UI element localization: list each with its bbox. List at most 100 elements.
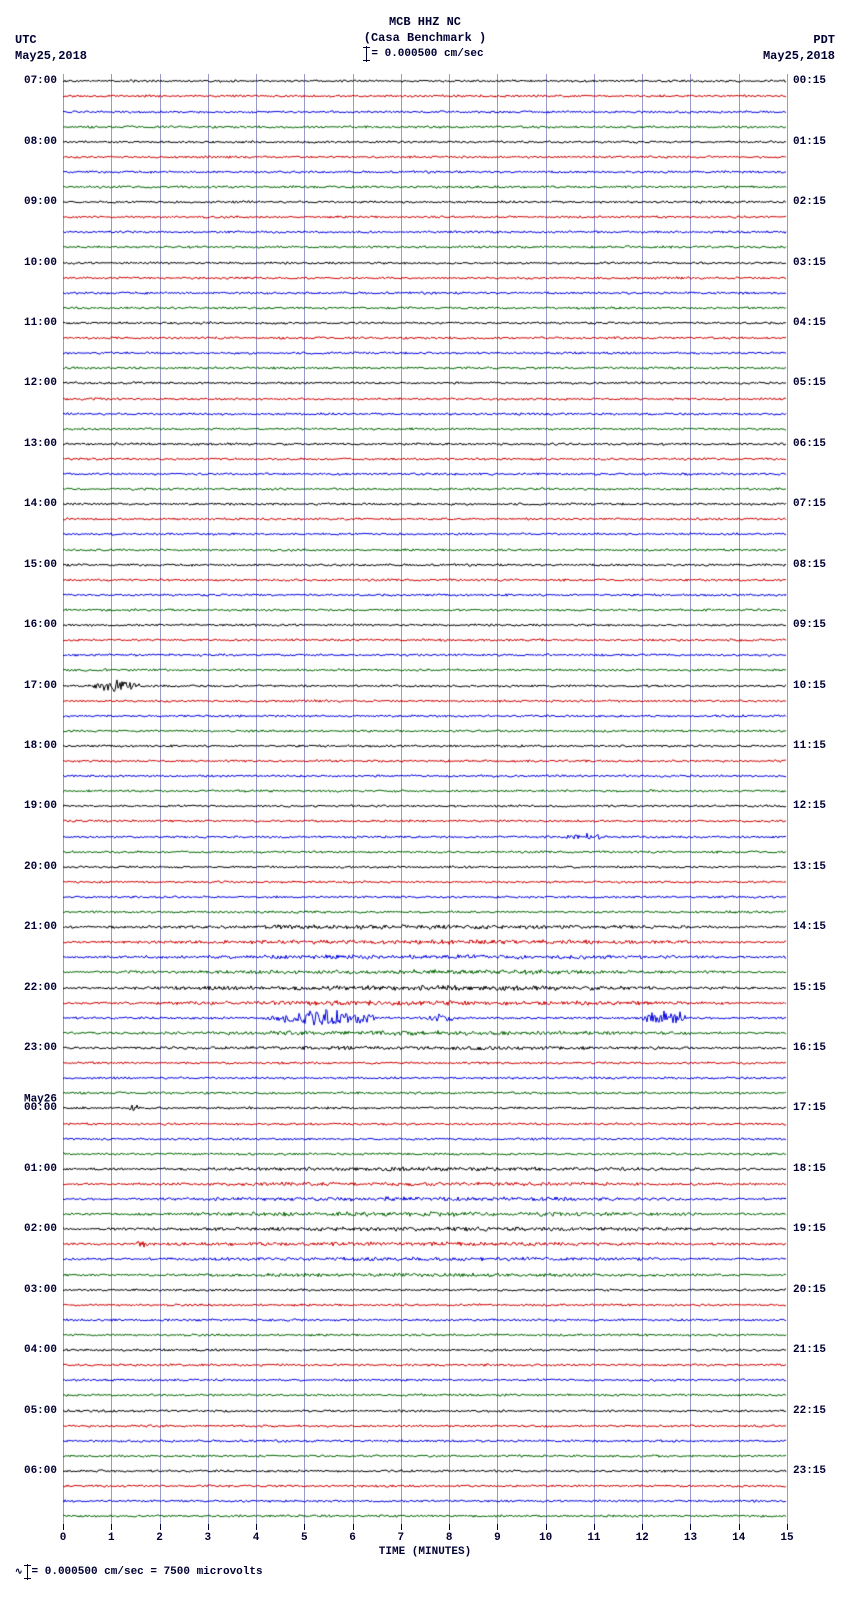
utc-hour-label: 06:00 (24, 1465, 57, 1477)
trace-row (63, 247, 787, 248)
trace-row (63, 1516, 787, 1517)
pdt-hour-label: 09:15 (793, 619, 826, 631)
trace-row: 07:0000:15 (63, 81, 787, 82)
trace-row (63, 414, 787, 415)
trace-row (63, 1365, 787, 1366)
pdt-hour-label: 04:15 (793, 317, 826, 329)
trace-row (63, 640, 787, 641)
pdt-hour-label: 02:15 (793, 196, 826, 208)
utc-hour-label: 04:00 (24, 1344, 57, 1356)
trace-row (63, 791, 787, 792)
trace-row (63, 1093, 787, 1094)
trace-row (63, 172, 787, 173)
location-subtitle: (Casa Benchmark ) (15, 31, 835, 47)
utc-hour-label: 21:00 (24, 921, 57, 933)
trace-row (63, 1184, 787, 1185)
trace-row (63, 550, 787, 551)
x-tick (256, 1524, 257, 1530)
x-tick (787, 1524, 788, 1530)
pdt-hour-label: 23:15 (793, 1465, 826, 1477)
trace-row (63, 459, 787, 460)
trace-row (63, 278, 787, 279)
date-left-label: May25,2018 (15, 49, 87, 65)
trace-row (63, 308, 787, 309)
pdt-hour-label: 11:15 (793, 740, 826, 752)
utc-hour-label: 13:00 (24, 438, 57, 450)
trace-row (63, 1456, 787, 1457)
pdt-hour-label: 19:15 (793, 1223, 826, 1235)
utc-hour-label: 19:00 (24, 800, 57, 812)
x-tick (401, 1524, 402, 1530)
tz-right-label: PDT (763, 33, 835, 49)
station-title: MCB HHZ NC (15, 15, 835, 31)
x-tick (690, 1524, 691, 1530)
trace-row (63, 821, 787, 822)
trace-row (63, 1501, 787, 1502)
trace-row (63, 1139, 787, 1140)
pdt-hour-label: 10:15 (793, 680, 826, 692)
date-right-label: May25,2018 (763, 49, 835, 65)
trace-row: 02:0019:15 (63, 1229, 787, 1230)
trace-row (63, 1003, 787, 1004)
utc-hour-label: 05:00 (24, 1405, 57, 1417)
trace-row (63, 1124, 787, 1125)
x-tick-label: 15 (780, 1532, 793, 1544)
trace-row (63, 701, 787, 702)
x-tick-label: 4 (253, 1532, 260, 1544)
trace-row: 01:0018:15 (63, 1169, 787, 1170)
trace-row: 23:0016:15 (63, 1048, 787, 1049)
trace-row (63, 1033, 787, 1034)
scale-indicator: = 0.000500 cm/sec (366, 46, 483, 62)
x-tick-label: 14 (732, 1532, 745, 1544)
trace-row (63, 353, 787, 354)
trace-row (63, 882, 787, 883)
trace-row: 17:0010:15 (63, 686, 787, 687)
trace-row: 15:0008:15 (63, 565, 787, 566)
trace-row (63, 761, 787, 762)
trace-row: 09:0002:15 (63, 202, 787, 203)
trace-row (63, 1441, 787, 1442)
x-tick-label: 5 (301, 1532, 308, 1544)
trace-row (63, 1199, 787, 1200)
utc-hour-label: 18:00 (24, 740, 57, 752)
x-tick (304, 1524, 305, 1530)
trace-row (63, 912, 787, 913)
x-tick-label: 13 (684, 1532, 697, 1544)
x-tick-label: 6 (349, 1532, 356, 1544)
trace-row: 18:0011:15 (63, 746, 787, 747)
tz-left-label: UTC (15, 33, 87, 49)
trace-row: 20:0013:15 (63, 867, 787, 868)
pdt-hour-label: 17:15 (793, 1102, 826, 1114)
chart-footer: ∿ = 0.000500 cm/sec = 7500 microvolts (15, 1564, 835, 1580)
trace-row (63, 776, 787, 777)
pdt-hour-label: 18:15 (793, 1163, 826, 1175)
trace-row: 11:0004:15 (63, 323, 787, 324)
trace-row (63, 852, 787, 853)
footer-text: = 0.000500 cm/sec = 7500 microvolts (32, 1566, 263, 1578)
trace-row (63, 1380, 787, 1381)
plot-area: 07:0000:1508:0001:1509:0002:1510:0003:15… (15, 74, 835, 1554)
x-tick (546, 1524, 547, 1530)
trace-row (63, 837, 787, 838)
day-break-label: May26 (24, 1094, 57, 1106)
pdt-hour-label: 20:15 (793, 1284, 826, 1296)
header-left-block: UTC May25,2018 (15, 33, 87, 64)
pdt-hour-label: 05:15 (793, 377, 826, 389)
trace-row (63, 595, 787, 596)
trace-row (63, 368, 787, 369)
pdt-hour-label: 22:15 (793, 1405, 826, 1417)
x-tick-label: 8 (446, 1532, 453, 1544)
trace-row: 03:0020:15 (63, 1290, 787, 1291)
x-tick (497, 1524, 498, 1530)
pdt-hour-label: 01:15 (793, 136, 826, 148)
pdt-hour-label: 16:15 (793, 1042, 826, 1054)
trace-row (63, 1305, 787, 1306)
utc-hour-label: 10:00 (24, 257, 57, 269)
trace-row (63, 1320, 787, 1321)
utc-hour-label: 12:00 (24, 377, 57, 389)
pdt-hour-label: 03:15 (793, 257, 826, 269)
utc-hour-label: 20:00 (24, 861, 57, 873)
trace-row (63, 655, 787, 656)
trace-row (63, 232, 787, 233)
x-tick-label: 10 (539, 1532, 552, 1544)
